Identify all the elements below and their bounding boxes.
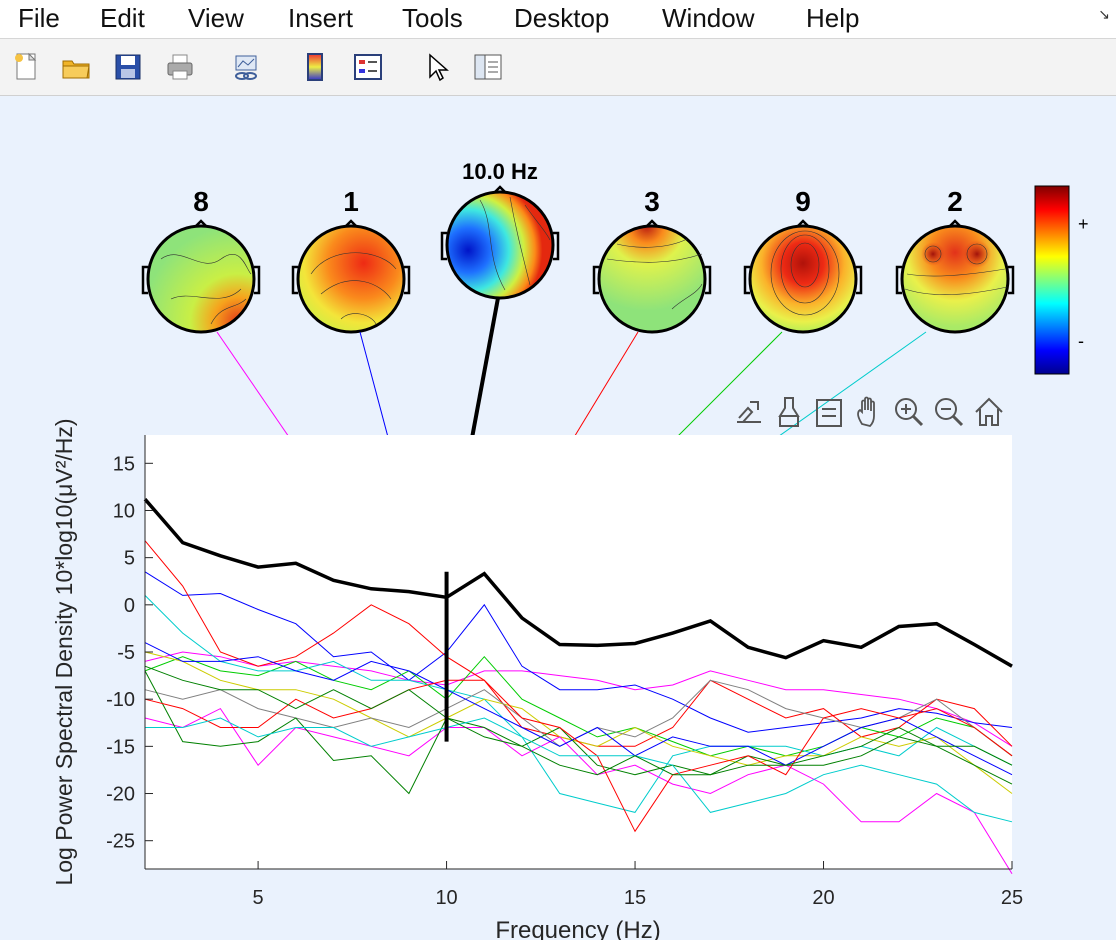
- menu-view[interactable]: View: [188, 3, 244, 33]
- x-tick-label: 5: [253, 887, 264, 909]
- axes-toolbar: [732, 394, 1012, 430]
- menu-file[interactable]: File: [18, 3, 60, 33]
- component-spectrum-line: [145, 717, 1013, 823]
- component-spectrum-line: [144, 642, 1013, 776]
- component-spectrum-line: [144, 571, 1013, 733]
- menu-window[interactable]: Window: [662, 3, 755, 33]
- y-axis-label: Log Power Spectral Density 10*log10(μV²/…: [51, 418, 77, 885]
- topomap-component-10hz: 10.0 Hz: [440, 159, 560, 300]
- legend-icon[interactable]: [352, 51, 384, 83]
- y-tick-label: 10: [113, 500, 135, 522]
- y-tick-label: -20: [106, 784, 135, 806]
- menu-insert[interactable]: Insert: [288, 3, 354, 33]
- link-plot-icon[interactable]: [230, 51, 262, 83]
- topomap-component-2: 2: [895, 186, 1015, 334]
- menu-edit[interactable]: Edit: [100, 3, 145, 33]
- component-spectrum-line: [144, 670, 1013, 795]
- y-tick-label: -15: [106, 736, 135, 758]
- menu-bar: File Edit View Insert Tools Desktop Wind…: [0, 0, 1116, 39]
- brush-export-icon[interactable]: [732, 394, 766, 430]
- new-file-icon[interactable]: [10, 51, 42, 83]
- colorbar-minus-label: -: [1078, 331, 1084, 351]
- topomap-frequency-label: 10.0 Hz: [462, 159, 538, 184]
- open-folder-icon[interactable]: [60, 51, 92, 83]
- component-spectrum-line: [144, 655, 1013, 757]
- topomap-component-3: 3: [592, 186, 712, 334]
- component-spectrum-line: [144, 665, 1013, 776]
- y-tick-label: 0: [124, 595, 135, 617]
- component-spectrum-line: [144, 651, 1013, 747]
- y-tick-label: 5: [124, 548, 135, 570]
- plot-area[interactable]: [145, 435, 1012, 869]
- colorbar: + -: [1034, 185, 1089, 375]
- pan-icon[interactable]: [852, 394, 886, 430]
- menu-help[interactable]: Help: [806, 3, 860, 33]
- eeg-figure: 8 1 10.0 Hz 3 9 2: [51, 159, 1089, 940]
- topomap-label: 3: [644, 186, 660, 217]
- y-tick-label: -25: [106, 831, 135, 853]
- topomap-component-9: 9: [743, 186, 863, 334]
- zoom-in-icon[interactable]: [892, 394, 926, 430]
- x-tick-label: 25: [1001, 887, 1023, 909]
- topomap-label: 8: [193, 186, 209, 217]
- y-tick-label: 15: [113, 453, 135, 475]
- y-tick-label: -5: [117, 642, 135, 664]
- component-spectrum-line: [144, 595, 1013, 813]
- pointer-icon[interactable]: [424, 51, 456, 83]
- topomap-label: 9: [795, 186, 811, 217]
- x-axis-ticks: 5 10 15 20 25: [253, 861, 1023, 909]
- property-inspector-icon[interactable]: [472, 51, 504, 83]
- topomap-component-8: 8: [141, 186, 261, 334]
- dock-arrow-icon[interactable]: ↘: [1098, 6, 1110, 22]
- data-tip-icon[interactable]: [812, 394, 846, 430]
- x-axis-label: Frequency (Hz): [495, 917, 660, 940]
- x-tick-label: 20: [812, 887, 834, 909]
- zoom-out-icon[interactable]: [932, 394, 966, 430]
- home-icon[interactable]: [972, 394, 1006, 430]
- x-tick-label: 10: [435, 887, 457, 909]
- menu-tools[interactable]: Tools: [402, 3, 463, 33]
- data-brush-icon[interactable]: [772, 394, 806, 430]
- spectrum-lines: [143, 498, 1013, 874]
- component-spectrum-line: [144, 679, 1013, 833]
- topomap-label: 2: [947, 186, 963, 217]
- colorbar-plus-label: +: [1078, 214, 1089, 234]
- y-axis-ticks: 15 10 5 0 -5 -10 -15 -20 -25: [106, 453, 153, 853]
- mean-spectrum-line: [143, 498, 1013, 668]
- x-tick-label: 15: [624, 887, 646, 909]
- print-icon[interactable]: [164, 51, 196, 83]
- topomap-component-1: 1: [291, 186, 411, 334]
- y-tick-label: -10: [106, 689, 135, 711]
- topomap-label: 1: [343, 186, 359, 217]
- colorbar-icon[interactable]: [300, 51, 332, 83]
- figure-toolbar: [0, 39, 1116, 96]
- save-icon[interactable]: [112, 51, 144, 83]
- menu-desktop[interactable]: Desktop: [514, 3, 610, 33]
